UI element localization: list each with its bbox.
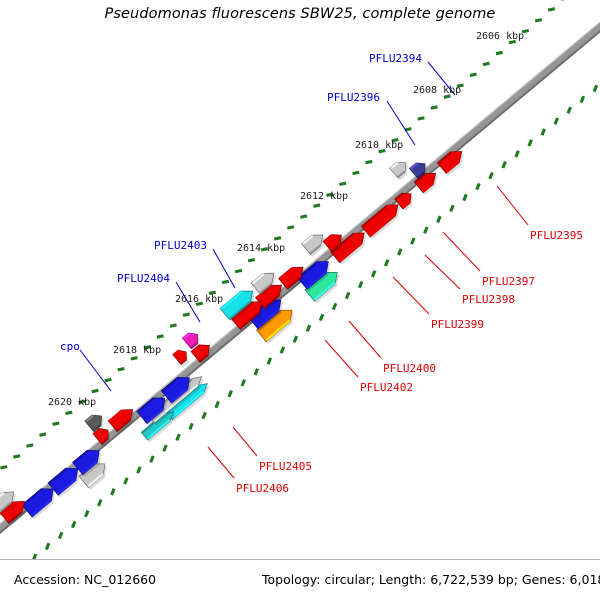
gene-arrow[interactable] <box>413 172 438 196</box>
axis-tick-label: 2616 kbp <box>175 294 224 305</box>
gene-arrow[interactable] <box>160 376 192 406</box>
axis-tick-label: 2608 kbp <box>413 85 462 96</box>
axis-tick-label: 2614 kbp <box>237 243 286 254</box>
axis-tick-label: 2606 kbp <box>476 31 525 42</box>
status-bar: Accession: NC_012660 Topology: circular;… <box>0 559 600 600</box>
gene-arrow[interactable] <box>219 290 255 323</box>
gene-arrow[interactable] <box>278 266 305 292</box>
gene-label-pflu2394[interactable]: PFLU2394 <box>369 52 422 65</box>
label-leader-lines <box>79 61 529 479</box>
axis-tick-label: 2618 kbp <box>113 345 162 356</box>
genome-map-canvas[interactable]: 2606 kbp 2608 kbp 2610 kbp 2612 kbp 2614 kbp… <box>0 0 600 560</box>
tick-dash-layer <box>0 0 599 560</box>
gene-arrow[interactable] <box>136 397 167 427</box>
gene-label-pflu2396[interactable]: PFLU2396 <box>327 91 380 104</box>
axis-tick-label: 2612 kbp <box>300 191 349 202</box>
axis-tick-label: 2610 kbp <box>355 140 404 151</box>
gene-label-pflu2395[interactable]: PFLU2395 <box>530 229 583 242</box>
gene-label-pflu2404[interactable]: PFLU2404 <box>117 272 170 285</box>
gene-label-pflu2399[interactable]: PFLU2399 <box>431 318 484 331</box>
gene-arrow[interactable] <box>408 162 428 181</box>
gene-arrow[interactable] <box>72 449 102 478</box>
gene-arrow[interactable] <box>190 344 212 365</box>
gene-arrow[interactable] <box>172 349 189 367</box>
gene-label-pflu2405[interactable]: PFLU2405 <box>259 460 312 473</box>
gene-arrow[interactable] <box>256 309 295 345</box>
gene-arrow[interactable] <box>181 332 200 352</box>
gene-label-pflu2402[interactable]: PFLU2402 <box>360 381 413 394</box>
gene-label-pflu2398[interactable]: PFLU2398 <box>462 293 515 306</box>
gene-arrow[interactable] <box>389 161 409 181</box>
gene-arrow[interactable] <box>0 501 27 526</box>
gene-arrow[interactable] <box>360 204 401 240</box>
gene-arrow[interactable] <box>107 409 135 434</box>
gene-arrow[interactable] <box>330 232 367 266</box>
gene-arrow[interactable] <box>92 427 111 447</box>
map-svg <box>0 0 600 560</box>
gene-label-pflu2406[interactable]: PFLU2406 <box>236 482 289 495</box>
gene-arrow[interactable] <box>394 192 414 212</box>
gene-arrow-layer[interactable] <box>0 151 464 526</box>
gene-arrow[interactable] <box>322 234 344 255</box>
gene-arrow[interactable] <box>296 261 331 292</box>
gene-arrow[interactable] <box>255 284 284 311</box>
axis-tick-label: 2620 kbp <box>48 397 97 408</box>
gene-label-pflu2397[interactable]: PFLU2397 <box>482 275 535 288</box>
gene-arrow[interactable] <box>84 414 104 435</box>
gene-arrow[interactable] <box>250 272 277 297</box>
gene-arrow[interactable] <box>301 234 325 257</box>
gene-label-pflu2400[interactable]: PFLU2400 <box>383 362 436 375</box>
gene-arrow[interactable] <box>436 151 464 176</box>
gene-arrow[interactable] <box>21 488 56 520</box>
genome-stats-text: Topology: circular; Length: 6,722,539 bp… <box>262 572 600 587</box>
page-title: Pseudomonas fluorescens SBW25, complete … <box>104 6 496 22</box>
gene-label-pflu2403[interactable]: PFLU2403 <box>154 239 207 252</box>
accession-text: Accession: NC_012660 <box>14 572 157 587</box>
gene-label-cpo[interactable]: cpo <box>60 340 80 353</box>
gene-arrow[interactable] <box>47 467 80 498</box>
gene-arrow[interactable] <box>0 491 16 519</box>
